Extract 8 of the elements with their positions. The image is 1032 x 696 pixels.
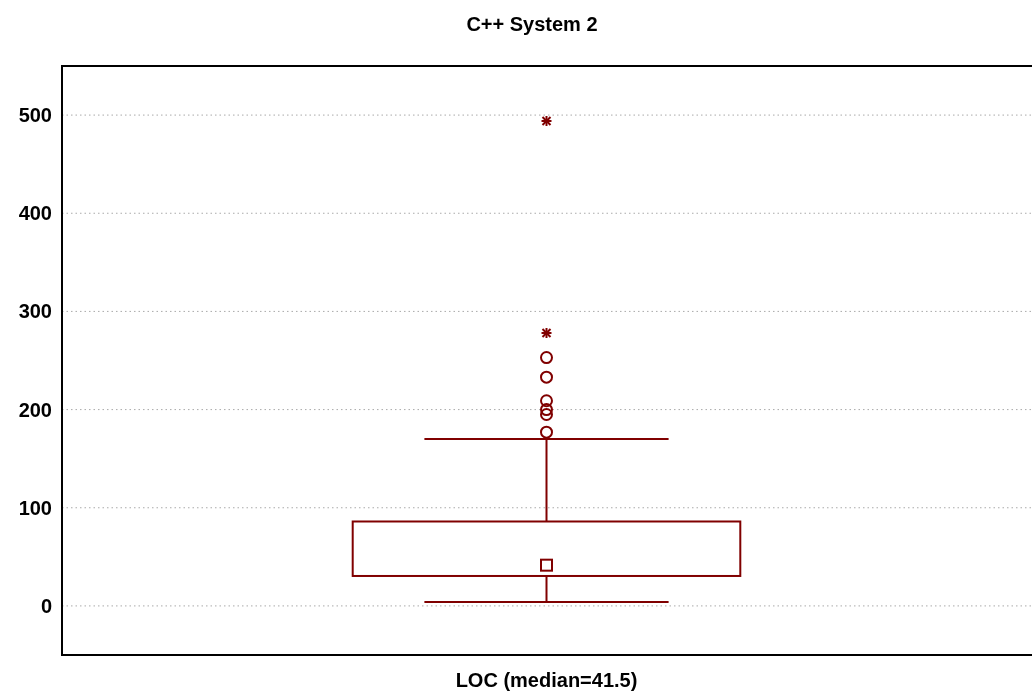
y-tick-label: 400 (18, 202, 52, 225)
x-tick-label: LOC (median=41.5) (455, 669, 638, 691)
y-tick-label: 300 (18, 300, 52, 323)
y-tick-label: 200 (18, 398, 52, 421)
y-tick-label: 100 (18, 496, 52, 519)
chart-title: C++ System 2 (466, 13, 598, 35)
y-tick-label: 500 (18, 104, 52, 127)
y-tick-label: 0 (40, 594, 52, 617)
